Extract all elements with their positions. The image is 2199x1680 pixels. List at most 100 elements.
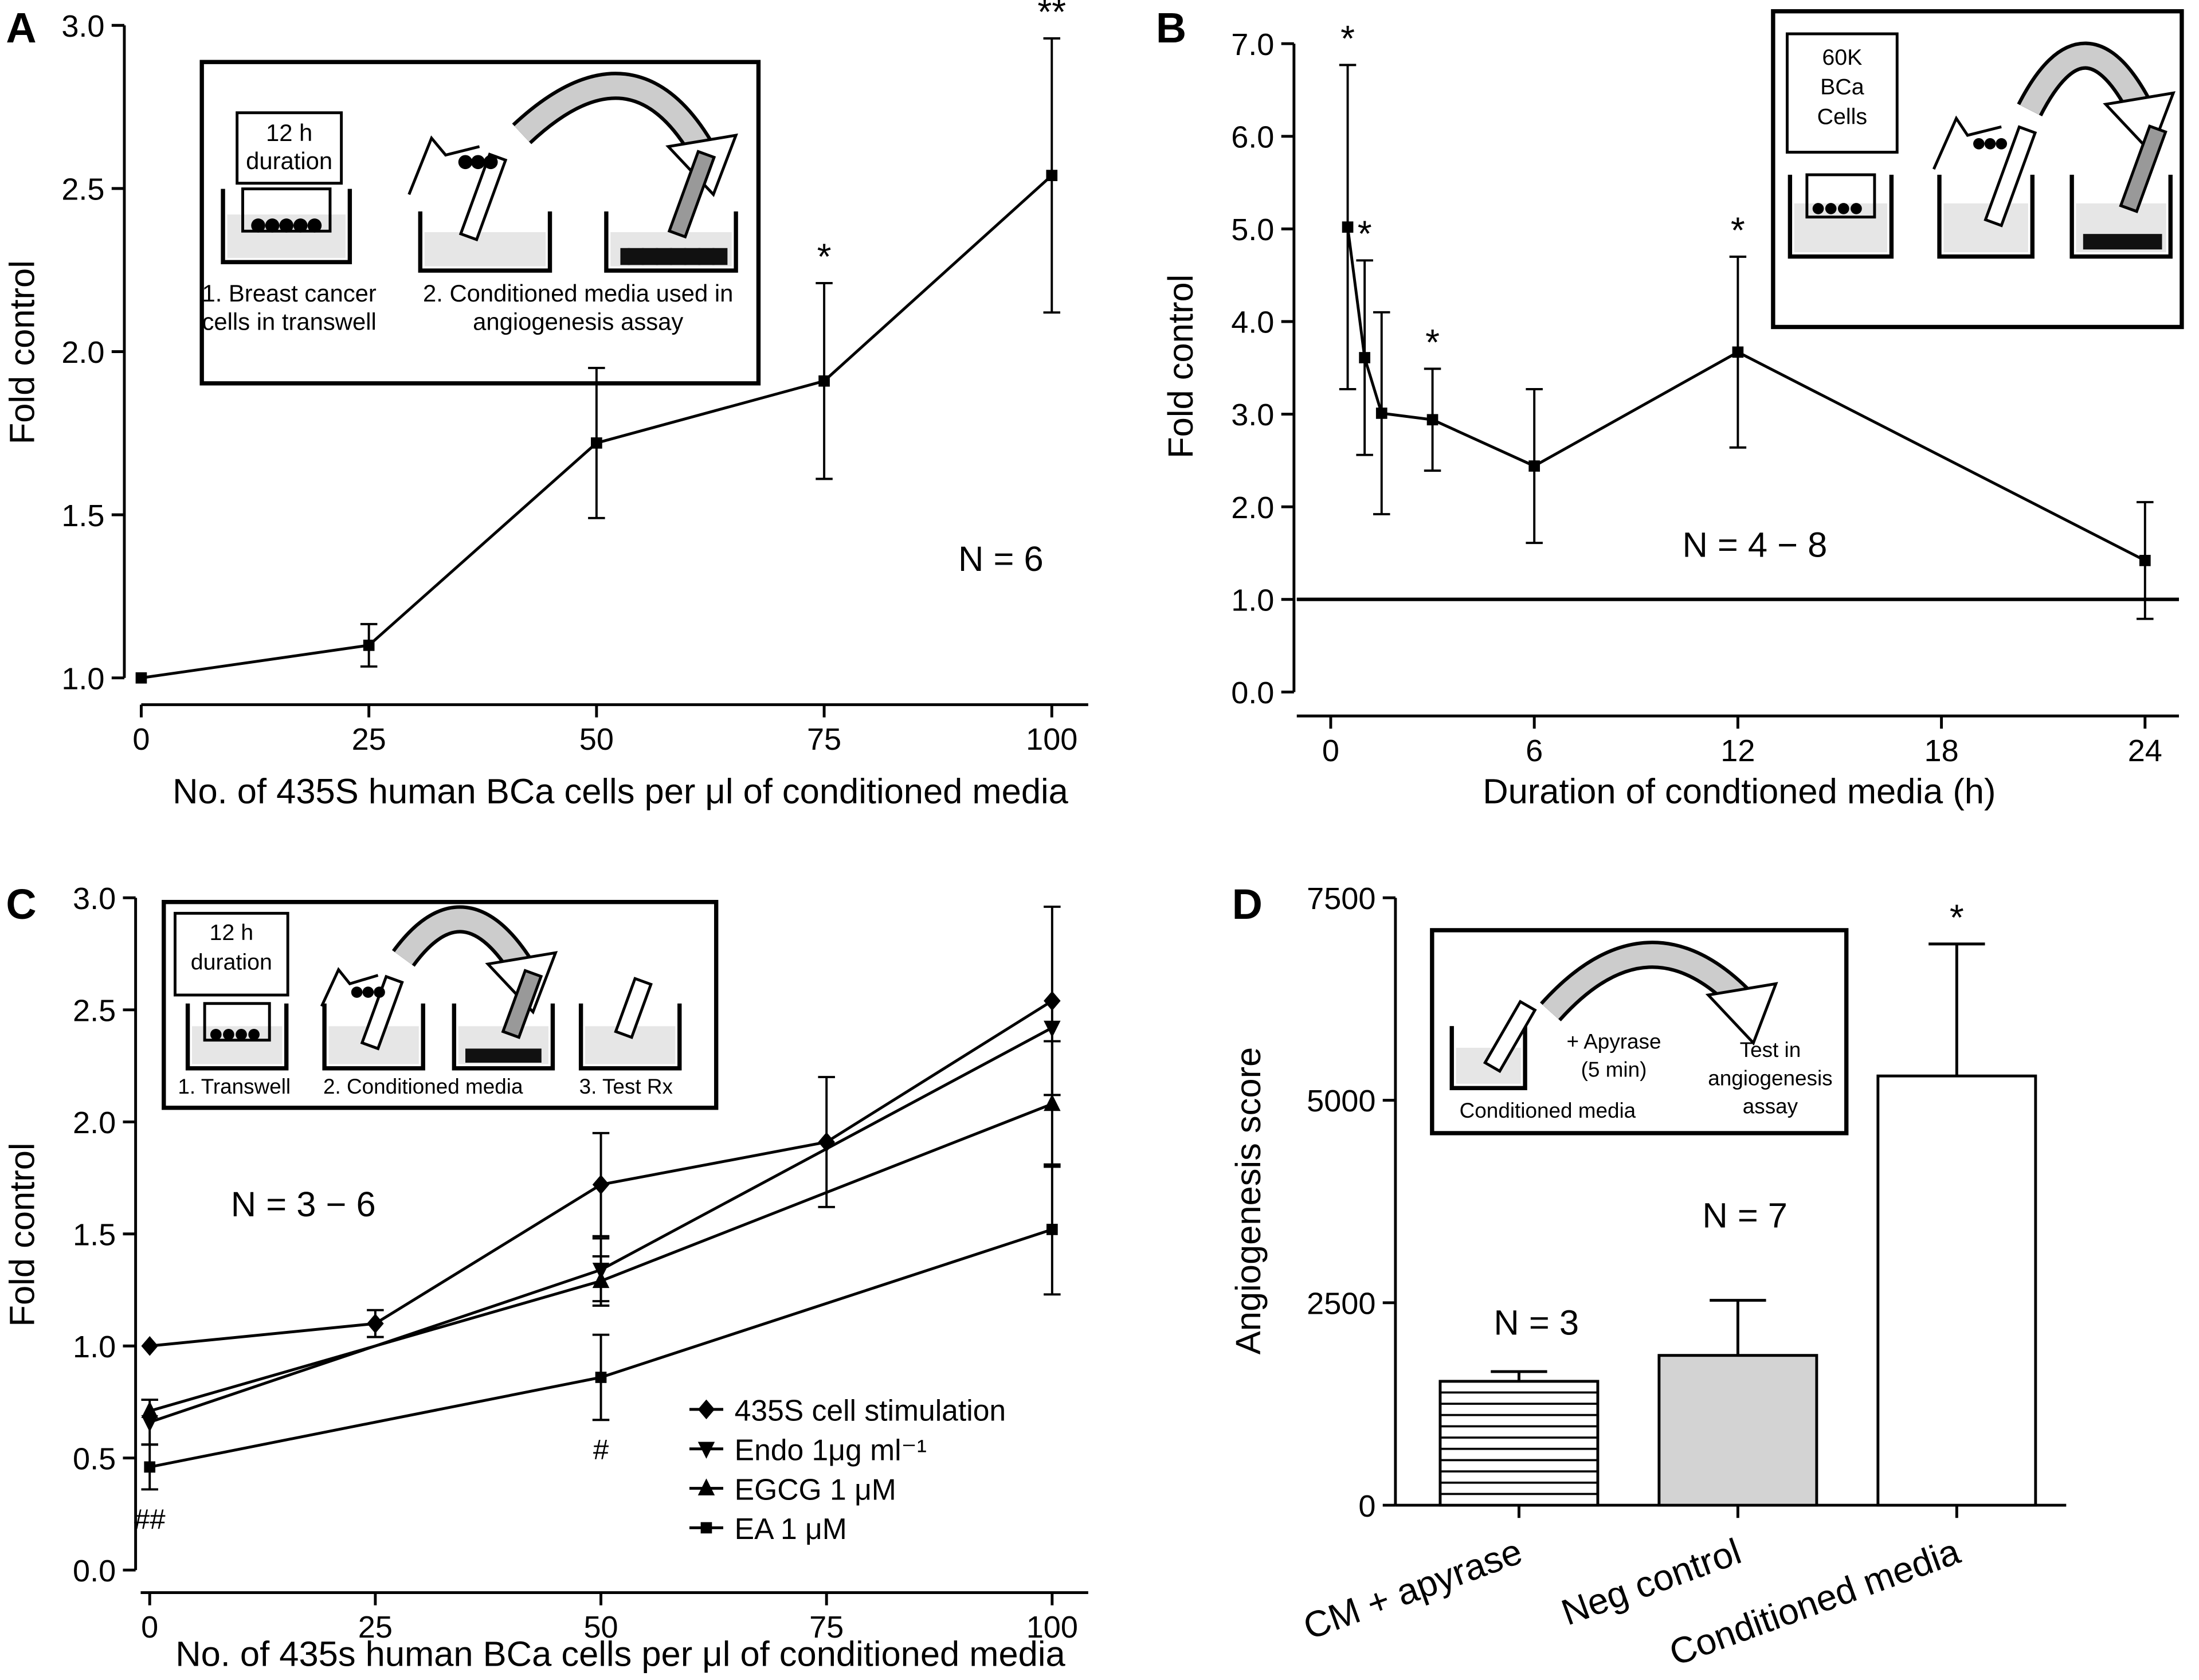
inset-text: 12 h bbox=[266, 119, 312, 146]
inset-cell bbox=[223, 1028, 234, 1040]
y-tick-label: 7.0 bbox=[1231, 28, 1274, 62]
inset-text: Test in bbox=[1740, 1038, 1801, 1062]
inset-cell bbox=[1973, 138, 1985, 150]
inset-cell bbox=[236, 1028, 247, 1040]
x-tick-label: 24 bbox=[2128, 734, 2162, 768]
data-point bbox=[141, 1415, 158, 1432]
inset-arrow-head bbox=[2103, 91, 2176, 155]
inset-text: + Apyrase bbox=[1566, 1029, 1661, 1053]
inset-arrow bbox=[2020, 45, 2152, 118]
data-point bbox=[135, 672, 147, 684]
bar bbox=[1876, 1074, 2037, 1507]
inset-frame bbox=[199, 60, 761, 386]
legend-label: EA 1 μM bbox=[735, 1512, 847, 1545]
inset-insert bbox=[203, 1002, 271, 1042]
y-tick-label: 1.0 bbox=[73, 1330, 116, 1364]
inset-pipette bbox=[2119, 124, 2167, 213]
y-tick-label: 3.0 bbox=[1231, 398, 1274, 432]
significance-label: ** bbox=[1037, 0, 1066, 32]
inset-text: Conditioned media bbox=[1460, 1099, 1636, 1122]
inset-text: BCa bbox=[1820, 75, 1864, 100]
error-bar bbox=[1710, 1299, 1766, 1356]
y-tick-label: 5.0 bbox=[1231, 213, 1274, 247]
sample-size-note: N = 6 bbox=[958, 539, 1044, 579]
y-tick-label: 1.0 bbox=[61, 661, 104, 696]
x-tick-label: 12 bbox=[1720, 734, 1755, 768]
series-line bbox=[1346, 226, 2146, 562]
inset-well bbox=[1937, 174, 2035, 259]
y-axis-label: Fold control bbox=[3, 260, 42, 444]
inset-cell bbox=[1837, 203, 1849, 214]
data-point bbox=[818, 375, 830, 387]
significance-label: * bbox=[1425, 322, 1440, 363]
inset-text: duration bbox=[191, 950, 272, 975]
inset-text: cells in transwell bbox=[202, 308, 376, 335]
data-point bbox=[592, 1174, 610, 1195]
inset-cells-band bbox=[620, 248, 728, 265]
inset-tips bbox=[1932, 115, 2002, 170]
x-axis-label: No. of 435S human BCa cells per μl of co… bbox=[173, 772, 1069, 812]
x-axis-label: Duration of condtioned media (h) bbox=[1483, 772, 1996, 812]
inset-frame bbox=[1430, 928, 1849, 1135]
y-tick-label: 5000 bbox=[1307, 1084, 1375, 1118]
y-tick-label: 6.0 bbox=[1231, 120, 1274, 154]
inset-cell bbox=[265, 218, 280, 233]
panel-letter: A bbox=[6, 4, 36, 52]
inset-text: 2. Conditioned media bbox=[323, 1075, 523, 1098]
y-tick-label: 7500 bbox=[1307, 882, 1375, 916]
inset-cells-band bbox=[2083, 234, 2162, 250]
inset-cell bbox=[251, 218, 265, 233]
x-tick-label: 100 bbox=[1026, 1610, 1078, 1644]
bar bbox=[1657, 1354, 1818, 1507]
y-tick-label: 2.0 bbox=[61, 335, 104, 370]
inset-cell bbox=[210, 1028, 222, 1040]
data-point bbox=[2139, 555, 2151, 566]
bar bbox=[1438, 1380, 1600, 1507]
inset-text: Cells bbox=[1817, 104, 1867, 129]
inset-well bbox=[322, 1003, 425, 1071]
y-tick-label: 3.0 bbox=[61, 9, 104, 44]
y-tick-label: 1.5 bbox=[73, 1217, 116, 1252]
inset-cell bbox=[374, 986, 385, 998]
inset-well bbox=[221, 189, 352, 265]
legend-label: EGCG 1 μM bbox=[735, 1473, 896, 1506]
x-axis-label: No. of 435s human BCa cells per μl of co… bbox=[175, 1634, 1065, 1674]
inset-cell bbox=[279, 218, 294, 233]
y-tick-label: 1.0 bbox=[1231, 583, 1274, 617]
data-point bbox=[141, 1336, 158, 1356]
inset-text: duration bbox=[246, 147, 332, 174]
inset-frame bbox=[1771, 9, 2184, 330]
y-tick-label: 2500 bbox=[1307, 1287, 1375, 1321]
inset-text: 60K bbox=[1822, 45, 1862, 70]
x-tick-label: 100 bbox=[1026, 722, 1077, 757]
data-point bbox=[592, 1271, 610, 1289]
inset-cell bbox=[1851, 203, 1862, 214]
x-tick-label: 25 bbox=[352, 722, 386, 757]
data-point bbox=[1044, 1020, 1061, 1038]
inset-pipette bbox=[501, 969, 543, 1039]
inset-well bbox=[1788, 174, 1894, 259]
inset-cell bbox=[293, 218, 308, 233]
sample-size-note: N = 3 − 6 bbox=[231, 1185, 376, 1224]
y-tick-label: 2.0 bbox=[1231, 491, 1274, 525]
inset-arrow bbox=[1542, 944, 1753, 1019]
y-tick-label: 0.0 bbox=[1231, 676, 1274, 710]
inset-pipette bbox=[667, 150, 716, 239]
y-tick-label: 0.0 bbox=[73, 1554, 116, 1588]
inset-frame bbox=[162, 900, 719, 1110]
inset-well bbox=[185, 1003, 289, 1071]
x-tick-label: 0 bbox=[1322, 734, 1339, 768]
data-point bbox=[367, 1313, 384, 1334]
significance-label: * bbox=[1731, 209, 1745, 250]
legend-label: Endo 1μg ml⁻¹ bbox=[735, 1433, 927, 1466]
inset-text: 3. Test Rx bbox=[579, 1075, 673, 1098]
inset-label-box bbox=[1785, 32, 1899, 154]
inset-pipette bbox=[1984, 125, 2037, 228]
y-tick-label: 0 bbox=[1358, 1489, 1375, 1524]
legend-marker bbox=[697, 1478, 715, 1495]
panel-letter: C bbox=[6, 880, 36, 928]
legend-marker bbox=[697, 1442, 715, 1459]
significance-label: # bbox=[593, 1434, 609, 1466]
x-tick-label: 50 bbox=[583, 1610, 618, 1644]
